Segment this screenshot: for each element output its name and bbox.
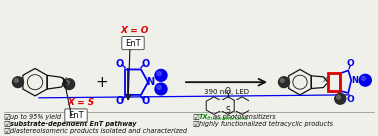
Text: O: O	[225, 87, 231, 96]
Circle shape	[65, 81, 70, 84]
Circle shape	[12, 77, 23, 88]
Text: N: N	[351, 76, 358, 85]
Text: 390 nm, LED: 390 nm, LED	[204, 89, 249, 95]
Circle shape	[335, 93, 346, 104]
Text: X: X	[62, 77, 67, 86]
Text: as photosensitizers: as photosensitizers	[211, 114, 276, 120]
Text: ☑: ☑	[192, 120, 199, 129]
Text: substrate-dependent EnT pathway: substrate-dependent EnT pathway	[10, 121, 136, 127]
Text: TX: TX	[199, 114, 208, 120]
Text: ☑: ☑	[3, 120, 10, 129]
Circle shape	[361, 76, 366, 81]
Text: N: N	[146, 77, 154, 87]
Circle shape	[337, 95, 341, 99]
FancyBboxPatch shape	[65, 109, 87, 122]
Text: O: O	[346, 59, 354, 68]
Text: O: O	[142, 96, 150, 106]
Text: ☑: ☑	[3, 113, 10, 122]
Text: up to 95% yield: up to 95% yield	[10, 114, 61, 120]
Circle shape	[280, 79, 284, 82]
Text: O: O	[116, 96, 124, 106]
Circle shape	[157, 72, 161, 76]
FancyBboxPatch shape	[122, 36, 144, 50]
Text: O: O	[142, 59, 150, 69]
Text: thioxanthone: thioxanthone	[207, 116, 249, 121]
Text: EnT: EnT	[125, 38, 141, 48]
Text: ☑: ☑	[3, 127, 10, 136]
Text: O: O	[346, 95, 354, 104]
Circle shape	[359, 74, 371, 86]
Text: +: +	[96, 75, 108, 90]
Circle shape	[155, 83, 167, 95]
Text: X = O: X = O	[121, 26, 149, 35]
Circle shape	[155, 69, 167, 81]
Text: O: O	[116, 59, 124, 69]
Text: X = S: X = S	[67, 98, 94, 107]
Text: S: S	[226, 106, 230, 115]
Text: X: X	[323, 77, 328, 83]
Circle shape	[157, 85, 161, 89]
Text: diastereoisomeric products isolated and characterized: diastereoisomeric products isolated and …	[10, 128, 187, 134]
Circle shape	[279, 77, 290, 88]
Text: EnT: EnT	[68, 111, 84, 120]
Circle shape	[64, 79, 74, 89]
Circle shape	[14, 79, 18, 82]
Text: highly functionalized tetracyclic products: highly functionalized tetracyclic produc…	[199, 121, 333, 127]
Text: ☑: ☑	[192, 113, 199, 122]
